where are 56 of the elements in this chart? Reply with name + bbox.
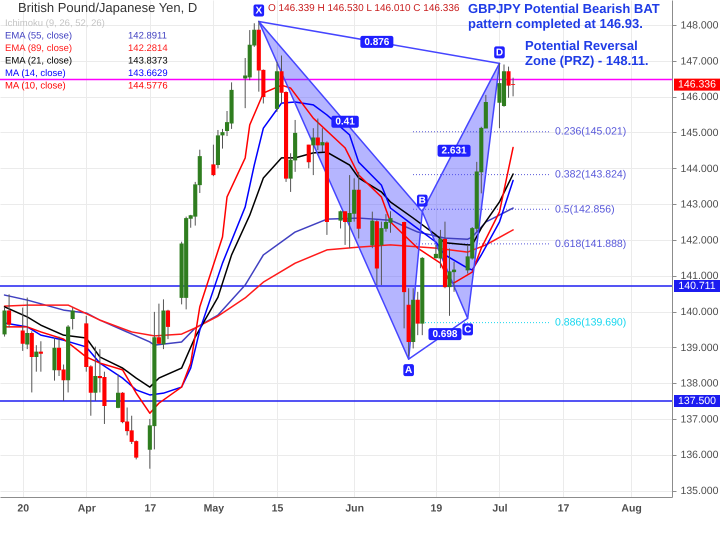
annotation: A: [405, 365, 412, 376]
x-tick-label: 17: [558, 502, 570, 514]
annotation: 143.6629: [128, 68, 168, 79]
x-tick-label: Aug: [621, 502, 642, 514]
annotation: 144.5776: [128, 80, 168, 92]
annotation: 0.41: [335, 116, 356, 128]
chart-subtitle: O 146.339 H 146.530 L 146.010 C 146.336: [268, 3, 460, 14]
y-tick-label: 136.000: [680, 449, 719, 462]
y-tick-label: 135.000: [680, 485, 719, 498]
y-tick-label: 143.000: [680, 198, 719, 211]
text: MA (10, close): [5, 80, 66, 92]
annotation: D: [496, 47, 504, 58]
text: 146.336: [678, 78, 716, 91]
x-tick-label: 17: [144, 502, 156, 514]
annotation: B: [418, 196, 426, 207]
y-tick-label: 145.000: [680, 126, 719, 139]
ref-line-label: 0.5(142.856): [555, 203, 615, 216]
y-tick-label: 137.000: [680, 413, 719, 426]
x-tick-label: 20: [17, 502, 30, 514]
annotation: Potential Reversal Zone (PRZ) - 148.11.: [525, 38, 649, 68]
y-tick-label: 138.000: [680, 378, 719, 390]
text: EMA (89, close): [5, 43, 72, 54]
annotation: GBPJPY Potential Bearish BAT pattern completed at 146.93.: [468, 1, 660, 31]
y-tick-label: 140.000: [680, 306, 719, 318]
x-tick-label: Jul: [492, 502, 508, 514]
chart-title: British Pound/Japanese Yen, D: [18, 0, 198, 15]
y-tick-label: 141.000: [680, 270, 719, 282]
ref-line-label: 0.618(141.888): [555, 238, 626, 250]
x-tick-label: Apr: [78, 502, 96, 514]
ref-line-label: 0.886(139.690): [555, 316, 626, 329]
ref-line-label: 137.500: [678, 395, 716, 408]
annotation: C: [464, 324, 472, 336]
y-tick-label: 142.000: [680, 234, 719, 246]
legend-title: Ichimoku (9, 26, 52, 26): [5, 18, 105, 29]
x-tick-label: 15: [272, 502, 284, 514]
text: MA (14, close): [5, 68, 66, 79]
y-tick-label: 147.000: [680, 55, 719, 68]
annotation: 143.8373: [128, 56, 168, 66]
ref-line-label: 0.382(143.824): [555, 168, 626, 181]
text: EMA (55, close): [5, 30, 72, 42]
ref-line-label: 140.711: [678, 280, 716, 292]
annotation: 142.2814: [128, 43, 168, 54]
y-tick-label: 146.000: [680, 91, 719, 104]
y-tick-label: 144.000: [680, 162, 719, 175]
annotation: 0.698: [432, 329, 458, 340]
annotation: 2.631: [442, 146, 467, 157]
y-tick-label: 148.000: [680, 20, 719, 32]
y-tick-label: 139.000: [680, 342, 719, 354]
ref-line-label: 0.236(145.021): [555, 126, 626, 138]
x-tick-label: May: [204, 502, 224, 514]
text: EMA (21, close): [5, 56, 72, 66]
annotation: 142.8911: [128, 30, 167, 42]
x-tick-label: 19: [430, 502, 442, 514]
annotation: 0.876: [364, 36, 390, 48]
annotation: X: [255, 5, 262, 16]
x-tick-label: Jun: [345, 502, 364, 514]
